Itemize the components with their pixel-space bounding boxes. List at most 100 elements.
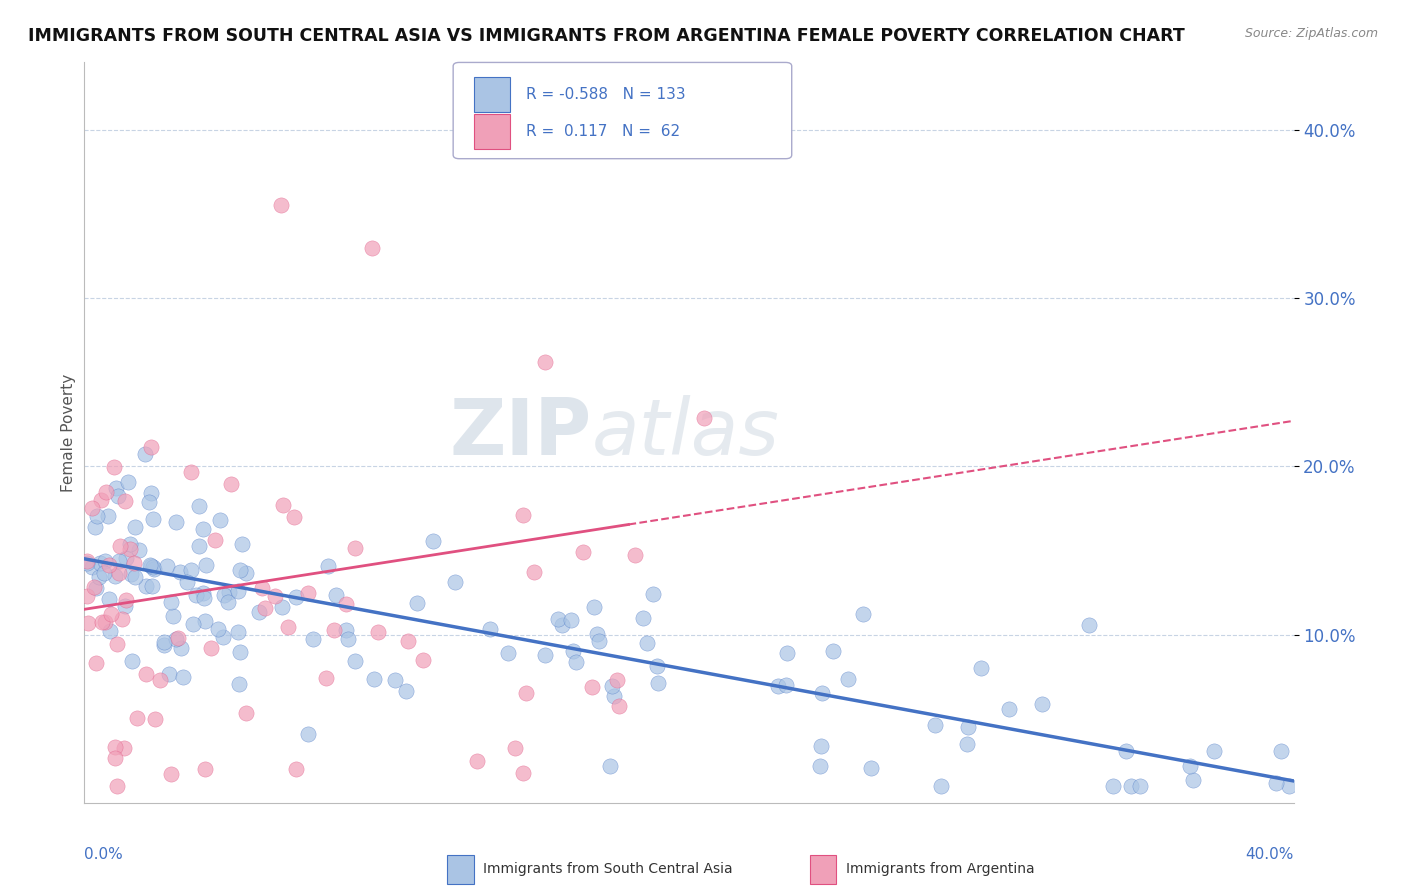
Point xyxy=(94,615,117,629)
Point xyxy=(212,588,235,602)
Point xyxy=(141,579,163,593)
Point xyxy=(811,686,834,700)
Point xyxy=(1270,744,1292,758)
Point xyxy=(250,582,273,596)
Point xyxy=(523,566,546,580)
Point xyxy=(395,684,418,698)
Point xyxy=(89,570,111,584)
Point xyxy=(191,522,214,536)
Point xyxy=(135,667,157,681)
Point xyxy=(183,616,205,631)
Point xyxy=(1178,758,1201,772)
Point xyxy=(207,622,229,636)
Point xyxy=(86,509,108,524)
Text: IMMIGRANTS FROM SOUTH CENTRAL ASIA VS IMMIGRANTS FROM ARGENTINA FEMALE POVERTY C: IMMIGRANTS FROM SOUTH CENTRAL ASIA VS IM… xyxy=(28,27,1185,45)
Point xyxy=(153,634,176,648)
Point xyxy=(444,575,467,590)
Point xyxy=(105,637,128,651)
Point xyxy=(645,659,668,673)
FancyBboxPatch shape xyxy=(447,855,474,884)
Point xyxy=(582,599,605,614)
Point xyxy=(141,559,163,574)
Point xyxy=(193,591,215,605)
Point xyxy=(152,638,174,652)
Point xyxy=(1128,779,1150,793)
Point xyxy=(606,673,628,687)
Point xyxy=(412,652,434,666)
Point xyxy=(512,508,534,522)
Point xyxy=(166,632,188,646)
Point xyxy=(141,440,163,454)
Text: Immigrants from South Central Asia: Immigrants from South Central Asia xyxy=(484,863,733,877)
Point xyxy=(84,657,107,671)
Point xyxy=(235,566,257,580)
Point xyxy=(108,566,131,581)
Point xyxy=(114,493,136,508)
Point xyxy=(247,605,270,619)
Point xyxy=(194,762,217,776)
Point xyxy=(1078,618,1101,632)
Point xyxy=(165,515,187,529)
Text: Source: ZipAtlas.com: Source: ZipAtlas.com xyxy=(1244,27,1378,40)
Point xyxy=(176,574,198,589)
Point xyxy=(808,758,831,772)
Point xyxy=(170,640,193,655)
Point xyxy=(344,541,367,556)
Point xyxy=(118,537,141,551)
Point xyxy=(1182,772,1205,787)
Point xyxy=(228,584,250,599)
Point xyxy=(157,666,180,681)
Point xyxy=(479,622,502,636)
Point xyxy=(1204,744,1226,758)
Point xyxy=(322,623,344,637)
Point xyxy=(97,592,120,607)
Point xyxy=(335,597,357,611)
FancyBboxPatch shape xyxy=(474,113,510,149)
Point xyxy=(384,673,406,688)
Point xyxy=(924,717,946,731)
Point xyxy=(83,581,105,595)
Point xyxy=(776,646,799,660)
Point xyxy=(768,679,790,693)
Point xyxy=(100,624,122,639)
Point xyxy=(217,594,239,608)
Point xyxy=(108,539,131,553)
Point xyxy=(647,675,669,690)
Point xyxy=(104,569,127,583)
Point xyxy=(270,600,292,615)
Point xyxy=(344,654,367,668)
Point xyxy=(636,636,658,650)
Point xyxy=(156,558,179,573)
Point xyxy=(1278,779,1301,793)
FancyBboxPatch shape xyxy=(810,855,837,884)
Point xyxy=(180,563,202,577)
Point xyxy=(325,588,347,602)
Point xyxy=(1265,776,1288,790)
Point xyxy=(187,539,209,553)
Point xyxy=(396,634,419,648)
Point xyxy=(297,586,319,600)
Point xyxy=(191,585,214,599)
Point xyxy=(226,624,249,639)
Point xyxy=(607,698,630,713)
Point xyxy=(94,554,117,568)
Point xyxy=(211,630,233,644)
Point xyxy=(534,354,557,368)
Text: R = -0.588   N = 133: R = -0.588 N = 133 xyxy=(526,87,685,102)
Point xyxy=(103,459,125,474)
Point xyxy=(76,557,98,571)
Point xyxy=(112,741,135,756)
Point xyxy=(221,476,243,491)
Point xyxy=(336,632,359,646)
Point xyxy=(360,240,382,255)
Point xyxy=(139,558,162,573)
Point xyxy=(194,615,217,629)
Point xyxy=(90,493,112,508)
Point xyxy=(285,762,308,776)
Point xyxy=(315,671,337,685)
Point xyxy=(229,563,252,577)
Point xyxy=(135,579,157,593)
Point xyxy=(467,754,489,768)
Point xyxy=(956,737,979,751)
Point xyxy=(105,779,128,793)
